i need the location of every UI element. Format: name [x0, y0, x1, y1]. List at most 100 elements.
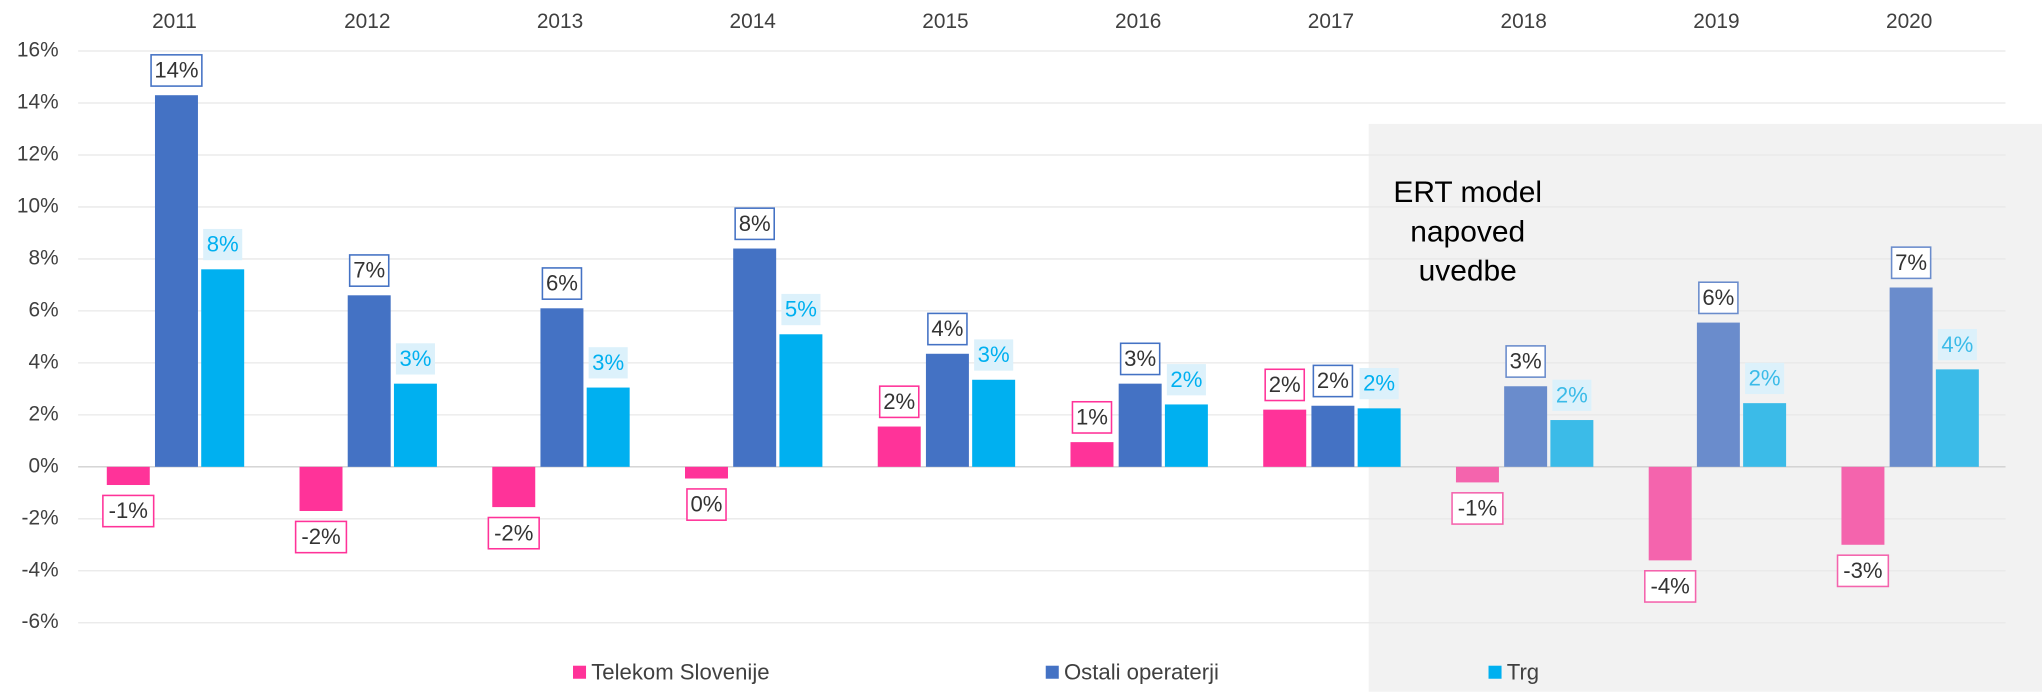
data-label-box — [1071, 400, 1113, 434]
y-tick-label: -4% — [22, 558, 59, 581]
data-label-box — [102, 494, 155, 528]
x-tick-label: 2013 — [537, 10, 583, 33]
x-tick-label: 2016 — [1115, 10, 1161, 33]
bar — [492, 466, 536, 508]
bar — [1263, 409, 1307, 467]
x-tick-label: 2020 — [1886, 10, 1932, 33]
bar — [1357, 408, 1401, 467]
legend-label: Ostali operaterji — [1064, 659, 1219, 684]
data-label-box — [1312, 364, 1354, 398]
x-tick-label: 2011 — [152, 10, 197, 33]
data-label-box — [203, 228, 243, 261]
data-label-box — [781, 293, 821, 326]
y-tick-label: 0% — [28, 454, 58, 477]
data-label: 3% — [399, 346, 431, 371]
y-tick-label: 8% — [28, 246, 58, 269]
data-label: 7% — [353, 258, 385, 283]
data-label-box — [1644, 570, 1697, 603]
bar — [201, 269, 245, 467]
data-label: 6% — [546, 271, 578, 296]
data-label: 14% — [154, 58, 198, 83]
data-label-box — [588, 347, 628, 379]
y-tick-label: -2% — [22, 506, 59, 529]
bar — [779, 334, 823, 467]
data-label-box — [974, 339, 1014, 371]
bar — [393, 383, 437, 467]
data-label: 2% — [1317, 368, 1349, 393]
data-label: 3% — [1124, 346, 1156, 371]
annotation: napoved — [1410, 215, 1525, 248]
data-label-box — [1745, 362, 1785, 395]
data-label-box — [487, 516, 540, 550]
data-label: 1% — [1076, 405, 1108, 430]
data-label: 3% — [1510, 349, 1542, 374]
data-label: -4% — [1651, 574, 1690, 599]
bar — [540, 308, 584, 467]
data-label: 2% — [1749, 366, 1781, 391]
bar — [733, 248, 777, 467]
data-label-box — [1264, 368, 1306, 402]
legend-label: Trg — [1507, 659, 1539, 684]
x-tick-label: 2018 — [1501, 10, 1547, 33]
bar — [299, 466, 343, 511]
bar — [1164, 404, 1208, 467]
bar — [925, 353, 969, 467]
bar — [1889, 287, 1933, 467]
data-label-box — [927, 312, 968, 346]
data-label: 8% — [207, 232, 239, 257]
data-label-box — [1836, 554, 1890, 588]
data-label-box — [1166, 364, 1206, 396]
data-label: 2% — [1363, 371, 1395, 396]
data-label-box — [1698, 281, 1739, 315]
y-tick-label: 2% — [28, 402, 58, 425]
data-label-box — [1119, 342, 1161, 376]
data-label: 6% — [1702, 285, 1734, 310]
data-label-box — [1359, 367, 1399, 400]
data-label: 5% — [785, 297, 817, 322]
data-label: 2% — [1269, 372, 1301, 397]
data-label: -1% — [1458, 496, 1497, 521]
x-tick-label: 2012 — [344, 10, 390, 33]
y-tick-label: 16% — [17, 39, 59, 62]
bar — [1455, 466, 1499, 483]
bar — [1311, 405, 1355, 467]
y-tick-label: -6% — [22, 610, 59, 633]
data-label-box — [878, 385, 920, 419]
legend-label: Telekom Slovenije — [591, 659, 769, 684]
bar — [685, 466, 728, 479]
data-label-box — [395, 343, 435, 375]
data-label: -3% — [1843, 558, 1882, 583]
data-label-box — [1890, 246, 1932, 280]
y-tick-label: 6% — [28, 298, 58, 321]
x-tick-label: 2014 — [730, 10, 776, 33]
legend-swatch — [1045, 665, 1059, 679]
data-label: -2% — [494, 520, 533, 545]
data-label: 4% — [931, 316, 963, 341]
annotation: ERT model — [1393, 176, 1542, 209]
x-tick-label: 2017 — [1308, 10, 1354, 33]
y-tick-label: 14% — [17, 91, 59, 114]
bar — [1743, 403, 1787, 467]
data-label: -2% — [301, 524, 340, 549]
bar — [1648, 466, 1692, 561]
bar — [586, 387, 630, 467]
bar — [1696, 322, 1740, 467]
data-label: 3% — [592, 350, 624, 375]
bar — [877, 426, 921, 467]
data-label: 0% — [691, 492, 723, 517]
y-tick-label: 4% — [28, 350, 58, 373]
x-tick-label: 2015 — [922, 10, 968, 33]
data-label: 3% — [978, 342, 1010, 367]
data-label: 2% — [883, 389, 915, 414]
data-label-box — [734, 207, 775, 241]
data-label: 2% — [1170, 367, 1202, 392]
data-label: 4% — [1941, 332, 1973, 357]
annotation: uvedbe — [1419, 254, 1517, 287]
legend-swatch — [1488, 665, 1502, 679]
x-tick-label: 2019 — [1693, 10, 1739, 33]
data-label: -1% — [109, 498, 148, 523]
bar — [1118, 383, 1162, 467]
data-label-box — [150, 54, 203, 87]
bar — [106, 466, 150, 486]
